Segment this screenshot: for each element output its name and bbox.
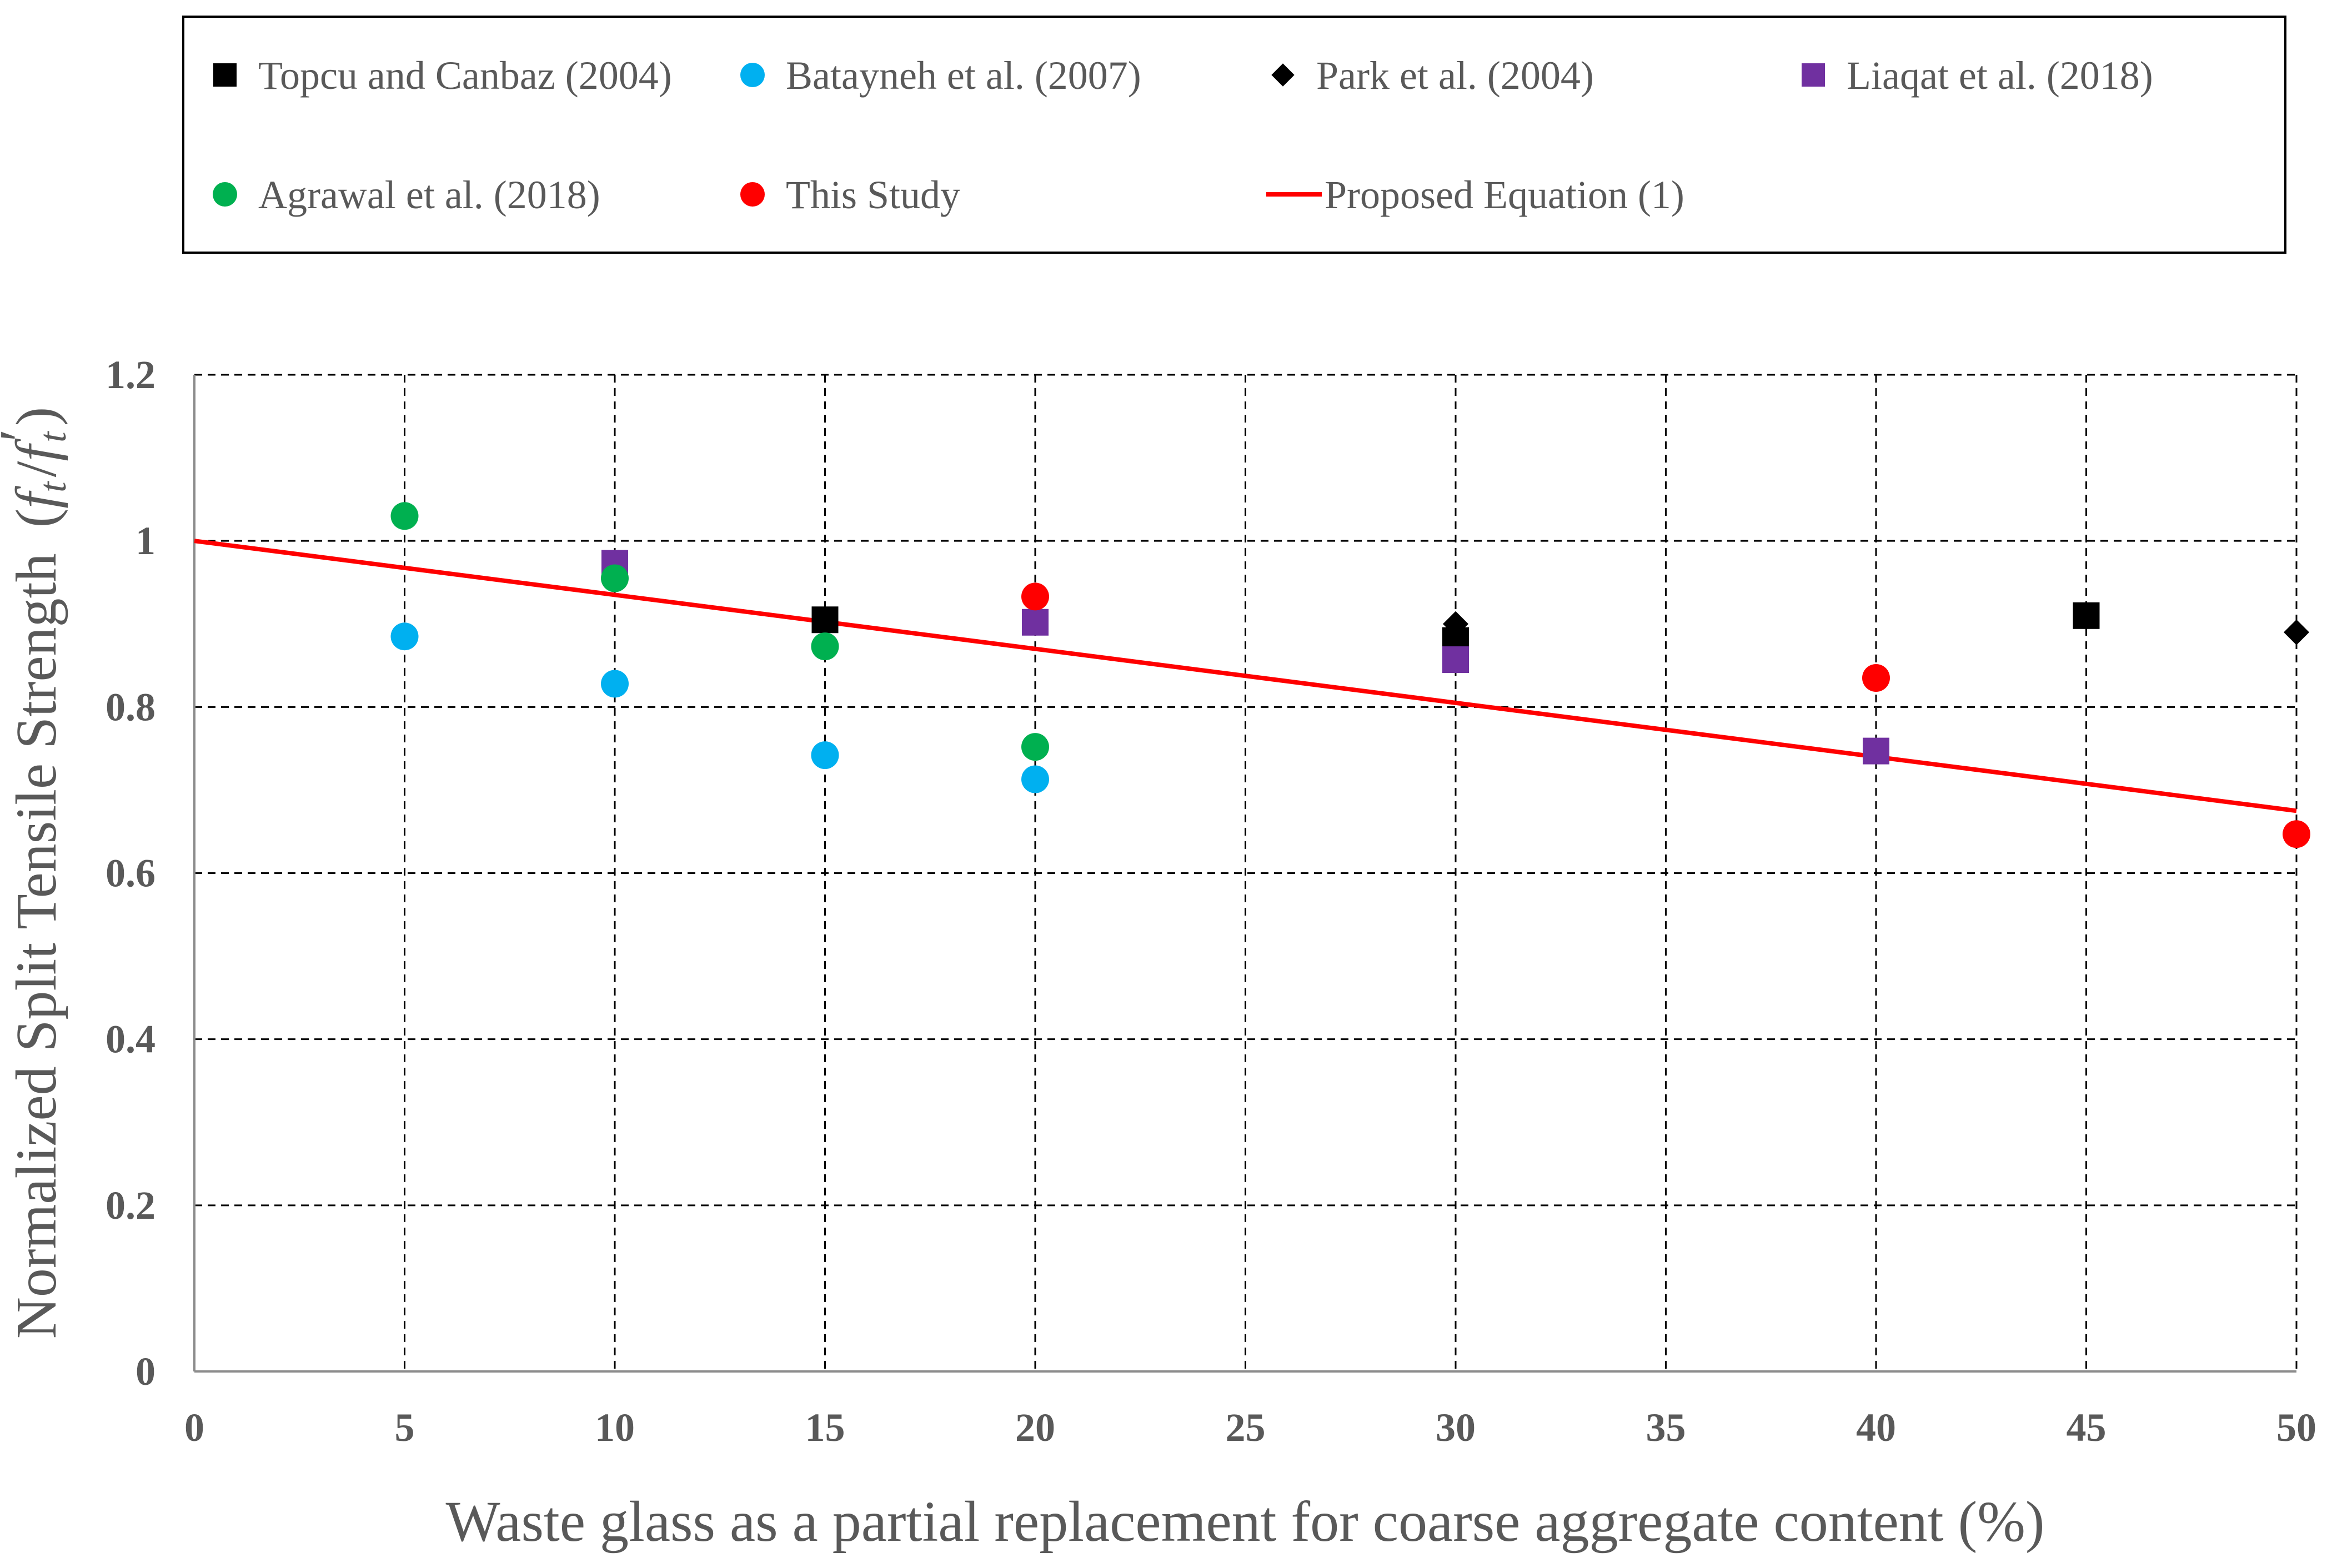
equation-lines (194, 539, 2297, 813)
y-axis-label-prime: ′ (0, 431, 52, 445)
legend-item-batayneh-et-al-2007: Batayneh et al. (2007) (740, 53, 1141, 98)
point-liaqat-et-al-2018 (1022, 609, 1049, 636)
point-batayneh-et-al-2007 (1021, 765, 1049, 793)
x-tick-label: 35 (1646, 1405, 1686, 1450)
grid (194, 374, 2298, 1371)
y-tick-labels: 0 0.2 0.4 0.6 0.8 1 1.2 (106, 353, 156, 1394)
legend-item-topcu-and-canbaz-2004: Topcu and Canbaz (2004) (213, 53, 672, 98)
x-tick-labels: 0 5 10 15 20 25 30 35 40 45 50 (184, 1405, 2316, 1450)
x-tick-label: 50 (2276, 1405, 2316, 1450)
y-axis-label-slash: / (4, 461, 68, 477)
legend-label: Batayneh et al. (2007) (786, 53, 1141, 98)
legend-swatch (740, 63, 765, 87)
legend-swatch (1802, 63, 1825, 87)
y-axis-label-sub1: t (32, 481, 74, 492)
y-axis-label-text: Normalized Split Tensile Strength (4, 553, 68, 1339)
point-this-study (2283, 820, 2310, 848)
point-batayneh-et-al-2007 (811, 741, 839, 770)
point-this-study (1021, 582, 1049, 611)
y-tick-label: 0 (136, 1349, 156, 1394)
legend-swatch (213, 63, 237, 87)
y-tick-label: 0.6 (106, 851, 156, 896)
y-tick-label: 0.2 (106, 1183, 156, 1228)
point-batayneh-et-al-2007 (390, 622, 419, 651)
y-axis-label-open: ( (4, 509, 68, 528)
legend: Topcu and Canbaz (2004) Batayneh et al. (… (213, 53, 2153, 217)
legend-swatch (740, 182, 765, 207)
legend-item-agrawal-et-al-2018: Agrawal et al. (2018) (213, 173, 600, 217)
legend-label: Liaqat et al. (2018) (1847, 53, 2153, 98)
legend-label: This Study (786, 173, 960, 217)
point-liaqat-et-al-2018 (1863, 737, 1889, 765)
line-proposed-equation-1 (194, 539, 2297, 813)
legend-item-proposed-equation-1: Proposed Equation (1) (1266, 173, 1684, 217)
point-this-study (1862, 664, 1890, 692)
data-points (390, 502, 2310, 848)
legend-item-park-et-al-2004: Park et al. (2004) (1271, 53, 1594, 98)
y-tick-label: 1.2 (106, 353, 156, 397)
legend-label: Agrawal et al. (2018) (258, 173, 600, 217)
legend-label: Topcu and Canbaz (2004) (258, 53, 672, 98)
legend-item-this-study: This Study (740, 173, 960, 217)
y-tick-label: 0.4 (106, 1017, 156, 1062)
x-tick-label: 40 (1856, 1405, 1896, 1450)
x-tick-label: 15 (805, 1405, 845, 1450)
x-tick-label: 5 (395, 1405, 415, 1450)
point-park-et-al-2004 (1443, 611, 1468, 637)
y-axis-label-close: ) (4, 407, 68, 426)
legend-label: Proposed Equation (1) (1325, 173, 1684, 217)
point-agrawal-et-al-2018 (390, 502, 419, 530)
x-tick-label: 20 (1015, 1405, 1055, 1450)
point-agrawal-et-al-2018 (601, 564, 629, 592)
x-tick-label: 10 (595, 1405, 635, 1450)
point-liaqat-et-al-2018 (1442, 646, 1469, 674)
point-agrawal-et-al-2018 (811, 632, 839, 661)
y-tick-label: 0.8 (106, 685, 156, 729)
point-batayneh-et-al-2007 (601, 670, 629, 698)
point-agrawal-et-al-2018 (1021, 733, 1049, 761)
y-axis-label-sub2: t (32, 431, 74, 443)
x-tick-label: 45 (2067, 1405, 2107, 1450)
x-tick-label: 0 (184, 1405, 204, 1450)
x-axis-label: Waste glass as a partial replacement for… (445, 1490, 2044, 1554)
y-axis-label: Normalized Split Tensile Strength (ft/f′… (0, 407, 74, 1339)
legend-label: Park et al. (2004) (1316, 53, 1594, 98)
x-tick-label: 25 (1226, 1405, 1266, 1450)
legend-swatch (1271, 63, 1295, 87)
legend-item-liaqat-et-al-2018: Liaqat et al. (2018) (1802, 53, 2153, 98)
x-tick-label: 30 (1436, 1405, 1476, 1450)
legend-box (182, 16, 2286, 254)
point-topcu-and-canbaz-2004 (811, 606, 839, 634)
y-tick-label: 1 (136, 519, 156, 563)
point-park-et-al-2004 (2284, 619, 2309, 645)
point-topcu-and-canbaz-2004 (2073, 602, 2100, 629)
legend-swatch (213, 182, 237, 207)
